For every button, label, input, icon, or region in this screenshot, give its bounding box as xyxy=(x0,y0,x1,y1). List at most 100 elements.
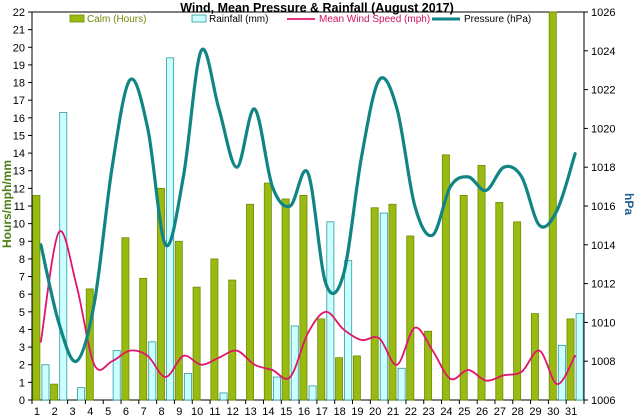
x-axis-tick-label-17: 18 xyxy=(333,406,345,418)
x-axis-tick-label-10: 11 xyxy=(209,406,220,418)
bar-calm-30 xyxy=(548,11,557,401)
bar-rainfall-30 xyxy=(557,344,566,401)
bar-calm-27 xyxy=(495,202,504,401)
x-axis-tick-label-9: 10 xyxy=(191,406,203,418)
right-axis-tick-label-7: 1020 xyxy=(591,123,615,135)
x-axis-tick-label-8: 9 xyxy=(176,406,182,418)
bar-calm-26 xyxy=(477,165,486,401)
x-axis-tick-label-15: 16 xyxy=(298,406,310,418)
right-axis-tick-label-2: 1010 xyxy=(591,317,615,329)
bar-calm-22 xyxy=(406,235,415,401)
x-axis-tick-label-30: 31 xyxy=(565,406,577,418)
bar-rainfall-21 xyxy=(397,367,406,401)
x-axis-tick-label-24: 25 xyxy=(458,406,470,418)
x-axis-tick-label-22: 23 xyxy=(423,406,435,418)
x-axis-tick-label-13: 14 xyxy=(262,406,274,418)
left-axis-tick-label-11: 11 xyxy=(14,201,25,213)
bar-calm-11 xyxy=(210,258,219,401)
legend-rainfall-label: Rainfall (mm) xyxy=(209,14,268,25)
right-axis-tick-label-4: 1014 xyxy=(591,240,615,252)
bar-rainfall-31 xyxy=(575,313,584,401)
bar-calm-19 xyxy=(352,355,361,401)
x-axis-tick-label-4: 5 xyxy=(105,406,111,418)
x-axis-tick-label-28: 29 xyxy=(529,406,541,418)
bar-calm-1 xyxy=(32,195,41,401)
left-axis-tick-label-5: 5 xyxy=(19,307,25,319)
x-axis-tick-label-29: 30 xyxy=(547,406,559,418)
x-axis-tick-label-7: 8 xyxy=(158,406,164,418)
left-axis-tick-label-16: 16 xyxy=(13,113,25,125)
right-axis-tick-label-1: 1008 xyxy=(591,356,615,368)
x-axis-tick-label-21: 22 xyxy=(405,406,417,418)
left-axis-tick-label-7: 7 xyxy=(19,272,25,284)
legend-pressure-label: Pressure (hPa) xyxy=(464,14,531,25)
x-axis-tick-label-0: 1 xyxy=(34,406,40,418)
x-axis-tick-label-1: 2 xyxy=(52,406,58,418)
bar-calm-13 xyxy=(246,203,254,401)
bar-calm-15 xyxy=(281,198,290,401)
left-axis-tick-label-22: 22 xyxy=(13,7,25,19)
bar-rainfall-5 xyxy=(112,350,121,401)
x-axis-tick-label-11: 12 xyxy=(227,406,239,418)
bar-rainfall-16 xyxy=(308,385,317,401)
bar-calm-2 xyxy=(50,383,59,401)
bar-rainfall-9 xyxy=(183,373,192,401)
x-axis-tick-label-6: 7 xyxy=(141,406,147,418)
left-axis-tick-label-13: 13 xyxy=(13,166,25,178)
right-axis-tick-label-0: 1006 xyxy=(591,395,615,407)
left-axis-tick-label-17: 17 xyxy=(13,95,25,107)
bar-calm-17 xyxy=(317,318,326,401)
bar-rainfall-17 xyxy=(326,221,335,401)
bar-rainfall-14 xyxy=(272,376,281,401)
series-line-wind-speed xyxy=(40,230,576,386)
bar-rainfall-3 xyxy=(77,387,86,401)
right-axis-label: hPa xyxy=(622,193,634,215)
left-axis-tick-label-8: 8 xyxy=(19,254,25,266)
bar-rainfall-11 xyxy=(219,392,228,401)
legend-calm-swatch xyxy=(69,14,85,23)
left-axis-tick-label-10: 10 xyxy=(13,219,25,231)
left-axis-tick-label-6: 6 xyxy=(19,289,25,301)
bar-calm-16 xyxy=(299,195,308,401)
bar-calm-18 xyxy=(335,357,344,401)
x-axis-tick-label-26: 27 xyxy=(494,406,506,418)
x-axis-tick-label-14: 15 xyxy=(280,406,292,418)
bar-calm-24 xyxy=(441,154,450,401)
bar-rainfall-1 xyxy=(41,364,50,401)
bar-rainfall-20 xyxy=(379,212,388,401)
left-axis-tick-label-14: 14 xyxy=(13,148,25,160)
legend-calm-label: Calm (Hours) xyxy=(87,14,146,25)
bar-calm-12 xyxy=(228,279,237,401)
x-axis-tick-label-20: 21 xyxy=(387,406,399,418)
right-axis-tick-label-10: 1026 xyxy=(591,7,615,19)
plot-area: 0123456789101112131415161718192021221006… xyxy=(13,7,616,418)
bar-rainfall-15 xyxy=(290,325,299,401)
bar-calm-25 xyxy=(459,195,468,401)
bar-calm-14 xyxy=(263,182,272,401)
bar-calm-10 xyxy=(192,286,201,401)
left-axis-label: Hours/mph/mm xyxy=(0,160,14,248)
left-axis-tick-label-9: 9 xyxy=(19,236,25,248)
right-axis-tick-label-9: 1024 xyxy=(591,46,615,58)
x-axis-tick-label-25: 26 xyxy=(476,406,488,418)
left-axis-tick-label-20: 20 xyxy=(13,42,25,54)
x-axis-tick-label-2: 3 xyxy=(69,406,75,418)
legend: Calm (Hours) Rainfall (mm) Mean Wind Speed… xyxy=(69,14,531,25)
left-axis-tick-label-15: 15 xyxy=(13,130,25,142)
left-axis-tick-label-3: 3 xyxy=(19,342,25,354)
x-axis-tick-label-5: 6 xyxy=(123,406,129,418)
x-axis-tick-label-18: 19 xyxy=(351,406,363,418)
x-axis-tick-label-3: 4 xyxy=(87,406,93,418)
x-axis-tick-label-27: 28 xyxy=(512,406,524,418)
x-axis-tick-label-12: 13 xyxy=(244,406,256,418)
x-axis-tick-label-16: 17 xyxy=(316,406,328,418)
series-line-pressure xyxy=(39,47,577,363)
bar-calm-6 xyxy=(121,237,130,401)
right-axis-tick-label-8: 1022 xyxy=(591,85,615,97)
bar-calm-21 xyxy=(388,203,397,401)
bar-calm-23 xyxy=(424,330,433,401)
left-axis-tick-label-2: 2 xyxy=(19,360,25,372)
chart-title: Wind, Mean Pressure & Rainfall (August 2… xyxy=(180,1,454,15)
